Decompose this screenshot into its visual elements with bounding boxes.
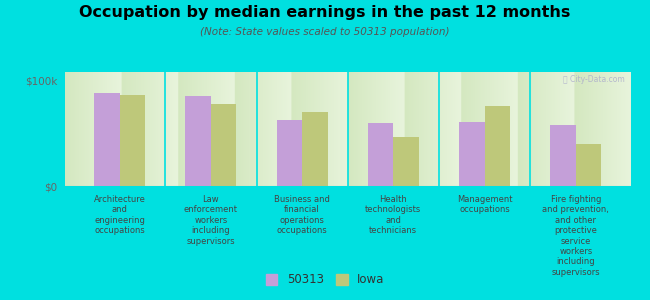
Bar [576,144,601,186]
Text: (Note: State values scaled to 50313 population): (Note: State values scaled to 50313 popu… [200,27,450,37]
Bar [185,96,211,186]
Bar [94,93,120,186]
Bar [551,125,576,186]
Text: Occupation by median earnings in the past 12 months: Occupation by median earnings in the pas… [79,4,571,20]
Legend: 50313, Iowa: 50313, Iowa [261,269,389,291]
Text: Ⓜ City-Data.com: Ⓜ City-Data.com [563,75,625,84]
Bar [211,104,237,186]
Bar [277,119,302,186]
Bar [459,122,484,186]
Bar [120,95,145,186]
Bar [368,123,393,186]
Bar [484,106,510,186]
Bar [302,112,328,186]
Bar [393,137,419,186]
